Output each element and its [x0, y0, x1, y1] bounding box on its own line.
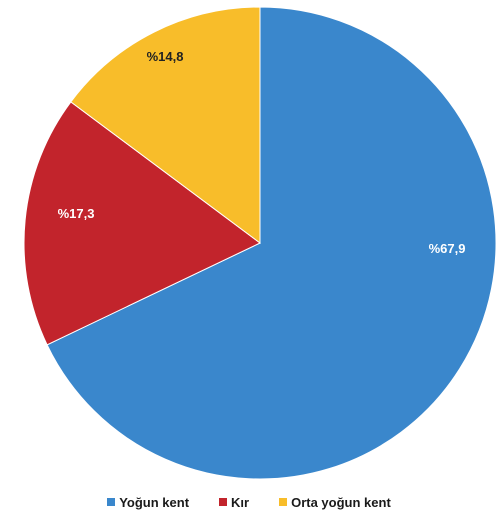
pie-slice-1 — [23, 101, 261, 346]
legend-label-yogun-kent: Yoğun kent — [119, 494, 190, 510]
pie-data-label-2: %14,8 — [147, 49, 184, 64]
legend-item-orta-yogun-kent: Orta yoğun kent — [279, 495, 391, 510]
legend-label-orta-yogun-kent: Orta yoğun kent — [291, 494, 391, 510]
pie-slice-2 — [70, 6, 261, 244]
legend-label-kir: Kır — [231, 494, 250, 510]
legend-item-yogun-kent: Yoğun kent — [107, 495, 189, 510]
legend-item-kir: Kır — [219, 495, 249, 510]
pie-slices — [23, 6, 497, 480]
pie-data-label-1: %17,3 — [58, 206, 95, 221]
pie-data-label-0: %67,9 — [429, 241, 466, 256]
legend-swatch-yogun-kent — [107, 498, 116, 506]
legend-swatch-kir — [219, 498, 228, 506]
chart-legend: Yoğun kent Kır Orta yoğun kent — [0, 491, 498, 513]
pie-labels: %67,9 %17,3 %14,8 — [58, 49, 466, 256]
pie-slice-0 — [46, 6, 497, 480]
legend-swatch-orta-yogun-kent — [279, 498, 288, 506]
